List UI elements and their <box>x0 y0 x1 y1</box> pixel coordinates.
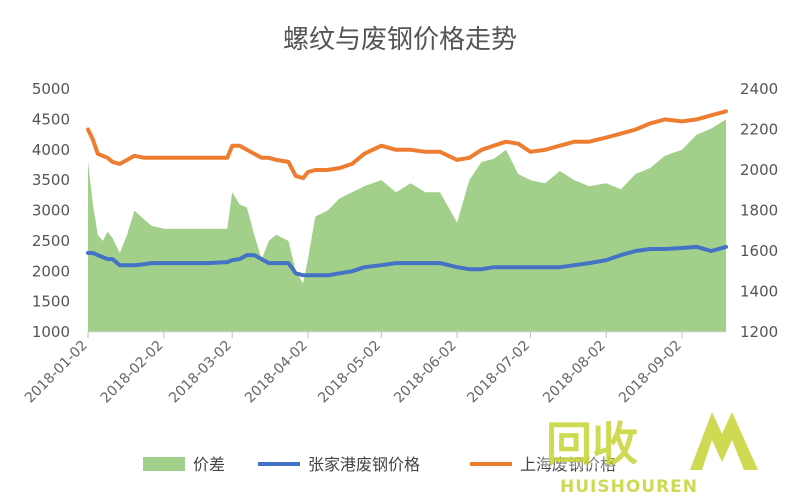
legend-label-zhangjiagang: 张家港废钢价格 <box>308 455 420 474</box>
right-tick-label: 1600 <box>740 242 778 260</box>
legend-label-shanghai: 上海废钢价格 <box>520 455 616 474</box>
left-tick-label: 3500 <box>32 171 70 189</box>
watermark-mountain-icon <box>690 412 758 470</box>
left-axis-ticks: 1000 1500 2000 2500 3000 3500 4000 4500 5000 <box>32 80 70 341</box>
chart-title: 螺纹与废钢价格走势 <box>283 25 517 55</box>
area-layer <box>88 119 726 333</box>
left-tick-label: 1500 <box>32 293 70 311</box>
right-tick-label: 2000 <box>740 161 778 179</box>
left-tick-label: 4000 <box>32 141 70 159</box>
series-area-spread <box>88 119 726 333</box>
series-line-zhangjiagang <box>86 244 728 278</box>
watermark-text-cn: 回收 <box>546 417 638 471</box>
left-tick-label: 3000 <box>32 202 70 220</box>
right-tick-label: 1800 <box>740 202 778 220</box>
line-layer <box>86 109 728 278</box>
legend-label-spread: 价差 <box>193 455 225 474</box>
right-tick-label: 1400 <box>740 283 778 301</box>
right-tick-label: 2400 <box>740 80 778 98</box>
right-axis-ticks: 1200 1400 1600 1800 2000 2200 2400 <box>740 80 778 341</box>
right-tick-label: 1200 <box>740 323 778 341</box>
legend-swatch-spread <box>143 457 185 471</box>
right-tick-label: 2200 <box>740 121 778 139</box>
left-tick-label: 2000 <box>32 262 70 280</box>
watermark-box <box>540 412 660 468</box>
left-tick-label: 2500 <box>32 232 70 250</box>
watermark-text-en: HUISHOUREN <box>560 477 698 497</box>
legend: 价差 张家港废钢价格 上海废钢价格 <box>143 455 616 474</box>
series-line-shanghai <box>86 109 728 181</box>
left-tick-label: 4500 <box>32 110 70 128</box>
left-tick-label: 5000 <box>32 80 70 98</box>
left-tick-label: 1000 <box>32 323 70 341</box>
watermark-logo: 回收 HUISHOUREN <box>540 412 758 497</box>
